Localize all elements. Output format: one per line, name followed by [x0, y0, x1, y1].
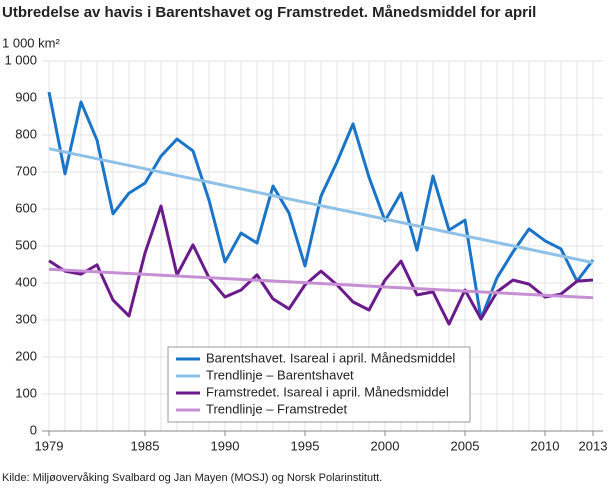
y-tick-label: 0 — [30, 422, 37, 437]
y-tick-label: 800 — [15, 126, 37, 141]
x-tick-label: 2010 — [531, 438, 560, 453]
y-axis-label: 1 000 km² — [2, 35, 60, 50]
y-tick-label: 700 — [15, 163, 37, 178]
y-tick-label: 1 000 — [4, 52, 37, 67]
y-tick-label: 500 — [15, 237, 37, 252]
y-tick-label: 300 — [15, 311, 37, 326]
legend-label: Framstredet. Isareal i april. Månedsmidd… — [206, 384, 449, 399]
x-tick-label: 1995 — [291, 438, 320, 453]
chart-title: Utbredelse av havis i Barentshavet og Fr… — [2, 4, 536, 21]
x-tick-label: 1985 — [131, 438, 160, 453]
legend-label: Barentshavet. Isareal i april. Månedsmid… — [206, 350, 455, 365]
series-line — [48, 147, 594, 265]
y-tick-label: 900 — [15, 89, 37, 104]
x-tick-label: 2013 — [579, 438, 608, 453]
legend-label: Trendlinje – Framstredet — [206, 401, 348, 416]
legend-box — [167, 346, 471, 423]
y-tick-label: 100 — [15, 385, 37, 400]
series-line — [47, 91, 595, 321]
y-tick-label: 400 — [15, 274, 37, 289]
x-tick-label: 2005 — [451, 438, 480, 453]
legend-label: Trendlinje – Barentshavet — [206, 367, 354, 382]
y-tick-label: 200 — [15, 348, 37, 363]
series-line — [48, 267, 594, 300]
y-tick-label: 600 — [15, 200, 37, 215]
x-tick-label: 2000 — [371, 438, 400, 453]
x-tick-label: 1990 — [211, 438, 240, 453]
source: Kilde: Miljøovervåking Svalbard og Jan M… — [2, 472, 382, 484]
x-tick-label: 1979 — [35, 438, 64, 453]
